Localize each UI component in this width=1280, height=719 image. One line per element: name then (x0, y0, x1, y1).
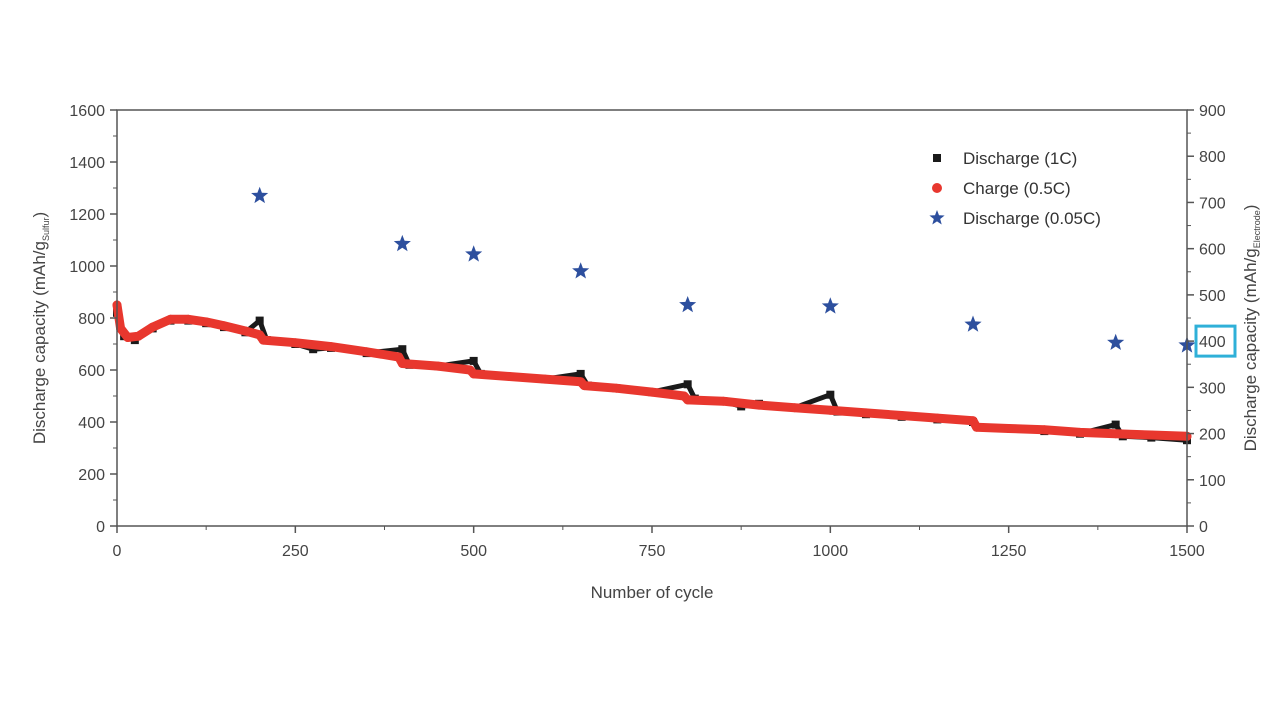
charge-05c-point (718, 396, 728, 406)
discharge-1c-point (826, 390, 835, 399)
charge-05c-point (683, 395, 693, 405)
charge-05c-point (932, 413, 942, 423)
legend-label: Charge (0.5C) (963, 179, 1071, 198)
charge-05c-point (897, 411, 907, 420)
y-right-tick-label: 200 (1199, 427, 1226, 444)
charge-05c-point (123, 333, 133, 342)
charge-05c-point (540, 374, 550, 384)
charge-05c-point (972, 422, 982, 432)
discharge-1c-point (469, 356, 478, 365)
x-tick-label: 1250 (991, 543, 1027, 560)
legend-marker-discharge-1c (933, 154, 941, 162)
y-left-tick-label: 600 (78, 363, 105, 380)
y-left-tick-label: 1200 (69, 207, 105, 224)
y-right-tick-label: 300 (1199, 380, 1226, 397)
discharge-005c-point (393, 234, 411, 252)
charge-05c-point (647, 387, 657, 397)
legend-label: Discharge (1C) (963, 149, 1077, 168)
charge-05c-point (504, 372, 514, 381)
discharge-005c-point (572, 262, 590, 279)
discharge-1c-point (1111, 420, 1120, 429)
discharge-1c-point (683, 380, 692, 389)
discharge-1c-point (398, 345, 407, 354)
series-discharge-1c-line (114, 312, 1188, 443)
charge-05c-point (116, 323, 126, 333)
charge-05c-point (148, 322, 158, 332)
charge-05c-point (1111, 429, 1121, 439)
discharge-005c-point (251, 186, 269, 204)
legend-label: Discharge (0.05C) (963, 209, 1101, 228)
charge-05c-point (754, 400, 764, 410)
y-right-tick-label: 400 (1199, 334, 1226, 351)
discharge-005c-point (964, 315, 982, 332)
charge-05c-point (326, 342, 336, 352)
charge-05c-point (133, 331, 143, 341)
y-right-tick-label: 800 (1199, 149, 1226, 166)
discharge-005c-point (679, 296, 697, 313)
y-right-tick-label: 0 (1199, 519, 1208, 536)
y-right-tick-label: 100 (1199, 473, 1226, 490)
charge-05c-point (201, 317, 211, 327)
charge-05c-point (397, 359, 407, 368)
charge-05c-point (433, 361, 443, 371)
y-left-tick-label: 200 (78, 467, 105, 484)
charge-05c-point (825, 405, 835, 415)
charge-05c-point (469, 369, 479, 379)
plot-area (112, 186, 1196, 445)
y-right-axis-title: Discharge capacity (mAh/gElectrode) (1241, 205, 1262, 452)
plot-frame (116, 109, 1188, 527)
y-right-tick-label: 500 (1199, 288, 1226, 305)
y-left-tick-label: 800 (78, 311, 105, 328)
charge-05c-point (790, 403, 800, 413)
x-tick-label: 1000 (813, 543, 849, 560)
highlight-box (1194, 324, 1237, 358)
charge-05c-point (362, 347, 372, 357)
y-left-tick-label: 1000 (69, 259, 105, 276)
y-left-tick-label: 400 (78, 415, 105, 432)
x-tick-label: 500 (460, 543, 487, 560)
charge-05c-point (1039, 425, 1049, 435)
discharge-1c-point (576, 369, 585, 378)
discharge-005c-point (465, 245, 483, 262)
discharge-005c-point (1107, 333, 1125, 350)
charge-05c-point (1004, 424, 1014, 433)
legend-marker-charge-05c (932, 183, 942, 193)
charge-05c-point (1075, 427, 1085, 437)
y-right-tick-label: 700 (1199, 195, 1226, 212)
charge-05c-point (219, 321, 229, 331)
y-right-tick-label: 600 (1199, 242, 1226, 259)
y-right-tick-label: 900 (1199, 103, 1226, 120)
y-left-tick-label: 0 (96, 519, 105, 536)
x-tick-label: 0 (113, 543, 122, 560)
charge-05c-point (166, 314, 175, 324)
charge-05c-point (861, 408, 871, 418)
charge-05c-point (258, 335, 268, 345)
axes: 0 250 500 750 1000 1250 1500020040060080010001… (30, 103, 1262, 602)
charge-05c-point (240, 326, 250, 336)
charge-05c-point (1146, 430, 1156, 440)
charge-05c-point (183, 314, 193, 324)
charge-05c-point (611, 383, 621, 393)
discharge-1c-point (255, 316, 264, 325)
series-charge-05c-line (112, 300, 1192, 441)
discharge-005c-point (821, 297, 839, 314)
y-left-axis-title: Discharge capacity (mAh/gSulfur) (30, 212, 51, 444)
x-tick-label: 750 (639, 543, 666, 560)
x-tick-label: 250 (282, 543, 309, 560)
legend-marker-discharge-005c (929, 210, 945, 225)
y-left-tick-label: 1400 (69, 155, 105, 172)
y-left-tick-label: 1600 (69, 103, 105, 120)
x-axis-title: Number of cycle (591, 583, 714, 602)
charge-05c-point (290, 338, 300, 348)
x-tick-label: 1500 (1169, 543, 1205, 560)
discharge-1c-point (309, 345, 318, 354)
legend: Discharge (1C) Charge (0.5C) Discharge (0.… (929, 149, 1101, 228)
charge-05c-point (579, 381, 589, 391)
